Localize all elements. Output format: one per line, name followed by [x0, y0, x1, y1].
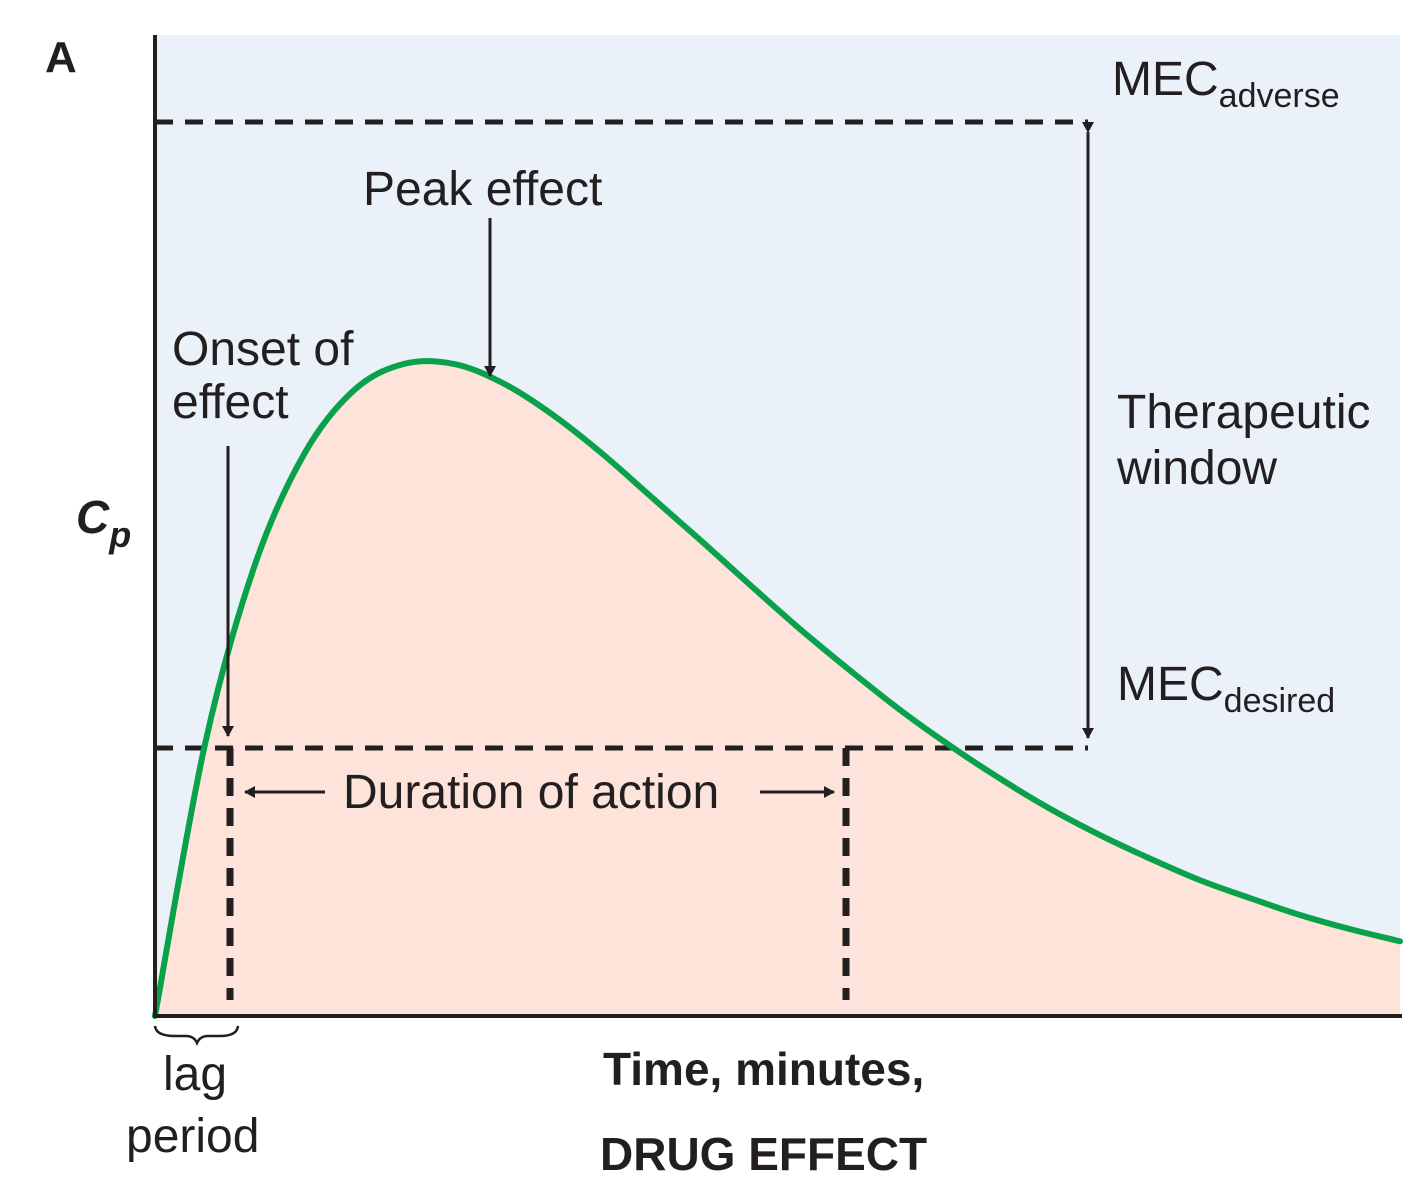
- x-axis-label-line2: DRUG EFFECT: [600, 1128, 927, 1180]
- duration-label: Duration of action: [343, 766, 719, 819]
- mec-adverse-main: MEC: [1112, 53, 1219, 106]
- lag-label-line1: lag: [163, 1048, 227, 1101]
- concentration-curve: [152, 358, 1403, 1019]
- mec-desired-label: MECdesired: [1117, 658, 1335, 720]
- mec-desired-sub: desired: [1224, 682, 1336, 720]
- therapeutic-window-line2: window: [1116, 442, 1277, 495]
- therapeutic-window-line1: Therapeutic: [1117, 386, 1370, 439]
- panel-label: A: [45, 33, 77, 82]
- mec-desired-main: MEC: [1117, 658, 1224, 711]
- lag-period-brace: [153, 1025, 240, 1047]
- y-axis-label: Cp: [76, 491, 131, 555]
- peak-effect-label: Peak effect: [363, 163, 602, 216]
- onset-label-line2: effect: [172, 376, 289, 429]
- lag-label-line2: period: [126, 1110, 259, 1163]
- mec-adverse-sub: adverse: [1219, 77, 1340, 115]
- mec-adverse-label: MECadverse: [1112, 53, 1340, 115]
- concentration-area: [155, 360, 1400, 1016]
- onset-label-line1: Onset of: [172, 323, 354, 376]
- x-axis-label-line1: Time, minutes,: [603, 1043, 924, 1095]
- y-axis-main: C: [76, 491, 110, 543]
- y-axis-sub: p: [108, 514, 131, 555]
